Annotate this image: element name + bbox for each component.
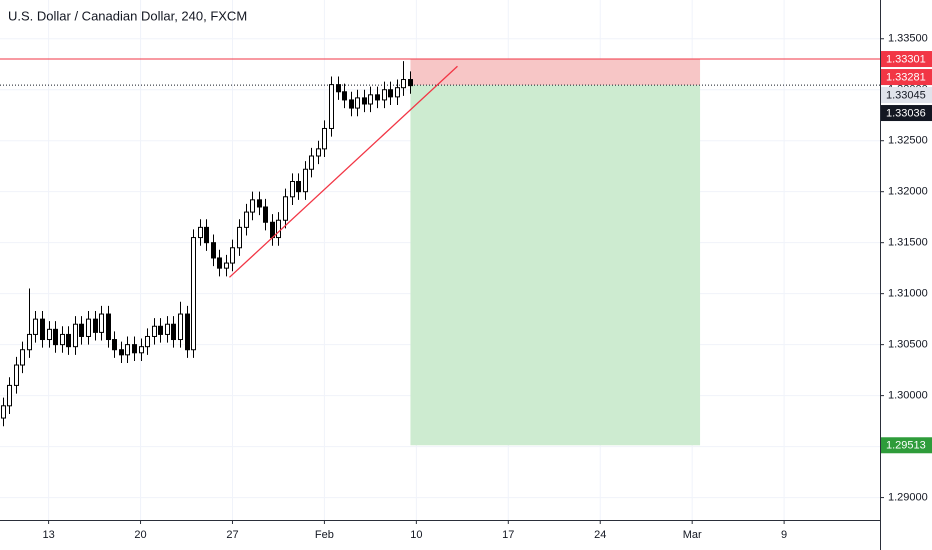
candle-body — [14, 364, 19, 386]
candle-body — [139, 346, 144, 354]
candle-body — [349, 99, 354, 109]
candle-body — [152, 325, 157, 337]
candle-body — [73, 323, 78, 348]
x-tick-label: 9 — [781, 529, 787, 541]
candle-body — [79, 323, 84, 337]
target-zone — [410, 85, 701, 446]
x-tick-label: 27 — [226, 529, 238, 541]
chart-title: U.S. Dollar / Canadian Dollar, 240, FXCM — [8, 8, 247, 23]
candle-body — [296, 180, 301, 193]
candle-body — [106, 313, 111, 341]
candle-body — [47, 328, 52, 341]
x-tick-label: 17 — [502, 529, 514, 541]
price-label: 1.33045 — [886, 89, 926, 101]
candle-body — [316, 148, 321, 157]
y-tick-label: 1.29000 — [888, 491, 928, 503]
stop-zone — [410, 59, 701, 86]
y-tick-label: 1.32000 — [888, 186, 928, 198]
y-tick-label: 1.30500 — [888, 339, 928, 351]
candle-body — [178, 313, 183, 341]
candle-body — [185, 313, 190, 351]
y-tick-label: 1.33500 — [888, 33, 928, 45]
price-label-box — [881, 51, 932, 68]
y-tick-label: 1.31500 — [888, 237, 928, 249]
candle-body — [66, 333, 71, 348]
candle-body — [60, 333, 65, 346]
y-tick-label: 1.30000 — [888, 390, 928, 402]
candle-body — [329, 84, 334, 129]
trendline — [229, 65, 458, 278]
candle-body — [86, 318, 91, 337]
candle-body — [368, 94, 373, 105]
price-label: 1.33301 — [886, 53, 926, 65]
candle-body — [290, 180, 295, 198]
candle-body — [388, 89, 393, 98]
candle-body — [40, 318, 45, 341]
candle-body — [27, 333, 32, 351]
candle-body — [99, 313, 104, 333]
candle-body — [125, 344, 130, 356]
candle-body — [336, 84, 341, 93]
candle-body — [132, 344, 137, 354]
candle-body — [224, 262, 229, 269]
plot-area — [0, 58, 880, 446]
candle-body — [211, 242, 216, 259]
candle-body — [171, 323, 176, 341]
candle-body — [309, 155, 314, 170]
price-label-box — [881, 437, 932, 454]
candle-body — [362, 97, 367, 105]
x-tick-label: Mar — [683, 529, 702, 541]
y-tick-label: 1.32500 — [888, 135, 928, 147]
candle-body — [33, 318, 38, 335]
candle-body — [198, 226, 203, 239]
candle-body — [237, 226, 242, 249]
candle-body — [375, 94, 380, 101]
candle-body — [204, 226, 209, 244]
candle-body — [119, 349, 124, 356]
candle-body — [112, 339, 117, 351]
candle-body — [145, 335, 150, 348]
candle-body — [165, 323, 170, 335]
candle-body — [263, 206, 268, 223]
candle-body — [244, 211, 249, 228]
candle-body — [93, 318, 98, 333]
candle-body — [1, 405, 6, 419]
price-label: 1.29513 — [886, 440, 926, 452]
candle-body — [217, 257, 222, 269]
candle-body — [250, 199, 255, 213]
candle-body — [303, 168, 308, 193]
candle-body — [158, 325, 163, 335]
axes: 1.290001.295001.300001.305001.310001.315… — [42, 33, 932, 541]
price-label: 1.33036 — [886, 107, 926, 119]
x-tick-label: 20 — [134, 529, 146, 541]
candle-body — [342, 91, 347, 101]
candle-body — [408, 79, 413, 87]
price-label: 1.33281 — [886, 71, 926, 83]
candle-body — [230, 247, 235, 264]
x-tick-label: 13 — [42, 529, 54, 541]
candle-body — [401, 79, 406, 89]
x-tick-label: 10 — [410, 529, 422, 541]
candle-body — [276, 219, 281, 239]
price-label-box — [881, 87, 932, 104]
candle-body — [191, 237, 196, 351]
candle-body — [20, 349, 25, 366]
price-label-box — [881, 69, 932, 86]
candle-body — [395, 87, 400, 98]
x-tick-label: 24 — [594, 529, 606, 541]
candle-body — [283, 196, 288, 221]
candle-body — [322, 127, 327, 150]
y-tick-label: 1.31000 — [888, 288, 928, 300]
candle-body — [270, 221, 275, 239]
price-label-box — [881, 105, 932, 122]
candle-body — [53, 328, 58, 346]
candle-body — [355, 97, 360, 109]
candle-body — [257, 199, 262, 208]
x-tick-label: Feb — [315, 529, 334, 541]
candle-body — [382, 89, 387, 101]
candle-body — [7, 384, 12, 407]
